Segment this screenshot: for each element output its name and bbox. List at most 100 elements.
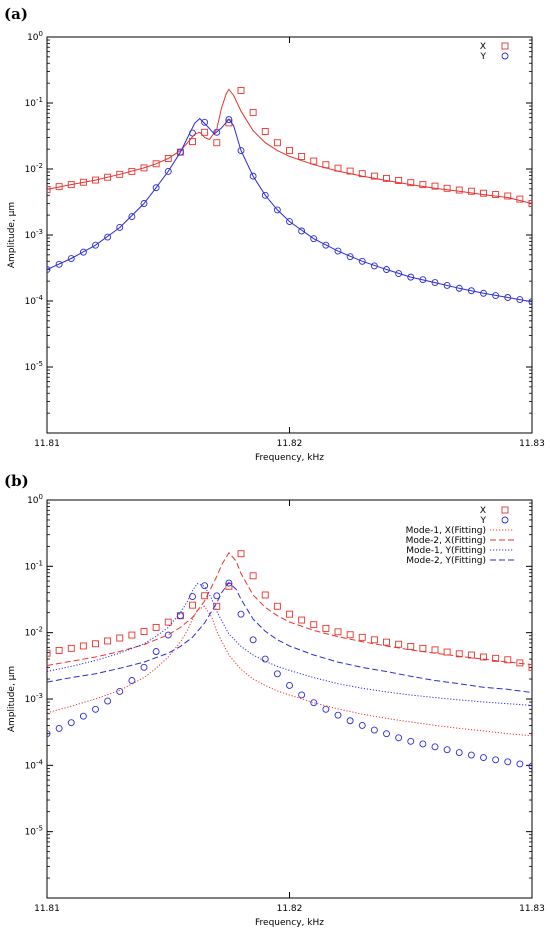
y-tick-label: 10-3	[25, 228, 43, 241]
data-point-circle	[116, 224, 124, 231]
data-point-square	[104, 173, 112, 181]
data-point-square	[273, 139, 281, 147]
y-axis-label: Amplitude, μm	[7, 202, 17, 268]
data-point-square	[455, 186, 463, 194]
data-point-circle	[504, 758, 512, 766]
data-point-circle	[128, 677, 136, 684]
data-point-circle	[273, 206, 281, 214]
data-point-circle	[528, 298, 532, 306]
y-tick-label: 10-5	[25, 360, 43, 373]
data-point-circle	[189, 593, 196, 601]
data-point-square	[480, 653, 487, 661]
data-point-square	[492, 191, 500, 199]
data-point-circle	[67, 255, 75, 262]
legend-marker-square	[501, 42, 509, 50]
data-point-square	[455, 650, 463, 658]
data-point-circle	[346, 253, 354, 261]
series-line	[47, 117, 532, 303]
data-point-circle	[237, 147, 245, 155]
data-point-circle	[92, 705, 99, 713]
data-point-circle	[286, 218, 293, 225]
data-point-circle	[249, 172, 257, 180]
y-tick-exponent: 0	[39, 30, 43, 38]
y-tick-base: 10	[25, 165, 37, 175]
data-point-square	[528, 200, 532, 207]
data-point-square	[407, 642, 415, 650]
y-axis-label: Amplitude, μm	[7, 666, 17, 732]
y-tick-label: 10-2	[25, 162, 43, 175]
data-point-circle	[298, 227, 306, 235]
data-point-square	[407, 179, 415, 187]
data-point-square	[310, 157, 318, 165]
data-point-square	[443, 648, 451, 656]
y-tick-base: 10	[25, 695, 37, 705]
data-point-square	[322, 624, 330, 632]
y-tick-label: 10-4	[25, 294, 44, 307]
y-tick-label: 100	[27, 493, 43, 506]
y-tick-base: 10	[25, 562, 37, 572]
data-point-circle	[467, 287, 475, 295]
data-point-circle	[419, 276, 427, 284]
legend-label: X	[480, 506, 486, 516]
plot-data	[47, 550, 532, 770]
y-tick-base: 10	[25, 363, 37, 373]
legend-label: Mode-2, X(Fitting)	[406, 536, 486, 546]
data-point-circle	[383, 730, 390, 738]
data-point-square	[383, 174, 390, 182]
plot-data	[47, 86, 532, 306]
data-point-square	[370, 636, 378, 644]
data-point-square	[370, 172, 378, 180]
legend-marker-square	[501, 506, 509, 514]
series-line	[47, 551, 532, 666]
data-point-circle	[55, 724, 63, 732]
y-tick-label: 10-4	[25, 758, 44, 771]
data-point-square	[164, 618, 172, 626]
data-point-square	[467, 187, 475, 195]
data-point-circle	[431, 743, 439, 751]
data-point-circle	[492, 756, 500, 764]
data-point-square	[79, 642, 87, 650]
data-point-circle	[237, 610, 245, 618]
data-point-square	[92, 176, 99, 184]
data-point-circle	[467, 751, 475, 759]
data-point-circle	[47, 266, 51, 273]
data-point-square	[310, 621, 318, 629]
data-point-circle	[443, 746, 451, 754]
y-tick-base: 10	[25, 629, 37, 639]
data-point-square	[516, 659, 524, 667]
data-point-circle	[395, 734, 403, 742]
data-point-square	[492, 654, 500, 662]
data-point-square	[140, 628, 148, 635]
legend-marker-circle	[501, 516, 509, 524]
data-point-square	[419, 181, 427, 189]
data-point-square	[467, 651, 475, 659]
y-tick-base: 10	[27, 33, 39, 43]
data-point-square	[47, 185, 51, 193]
data-point-square	[67, 181, 75, 189]
data-point-square	[249, 108, 257, 116]
data-point-square	[67, 644, 75, 652]
data-point-square	[395, 640, 403, 648]
y-tick-exponent: -3	[36, 692, 43, 700]
x-tick-label: 11.82	[277, 904, 303, 914]
data-point-square	[419, 644, 427, 652]
data-point-circle	[104, 233, 112, 241]
data-point-square	[261, 128, 269, 135]
data-point-circle	[407, 737, 415, 745]
data-point-square	[334, 628, 342, 636]
data-point-square	[152, 160, 160, 168]
panel-label: (b)	[4, 472, 29, 490]
data-point-circle	[480, 754, 487, 762]
data-point-square	[116, 634, 124, 642]
data-point-circle	[225, 116, 233, 124]
data-point-square	[358, 633, 366, 641]
legend-label: Y	[480, 516, 487, 526]
data-point-circle	[383, 266, 390, 273]
legend-label: Mode-1, Y(Fitting)	[406, 546, 486, 556]
y-tick-exponent: -2	[36, 626, 43, 634]
data-point-circle	[370, 726, 378, 734]
legend-label: Mode-2, Y(Fitting)	[406, 556, 486, 566]
x-tick-label: 11.83	[519, 904, 545, 914]
data-point-circle	[504, 294, 512, 301]
